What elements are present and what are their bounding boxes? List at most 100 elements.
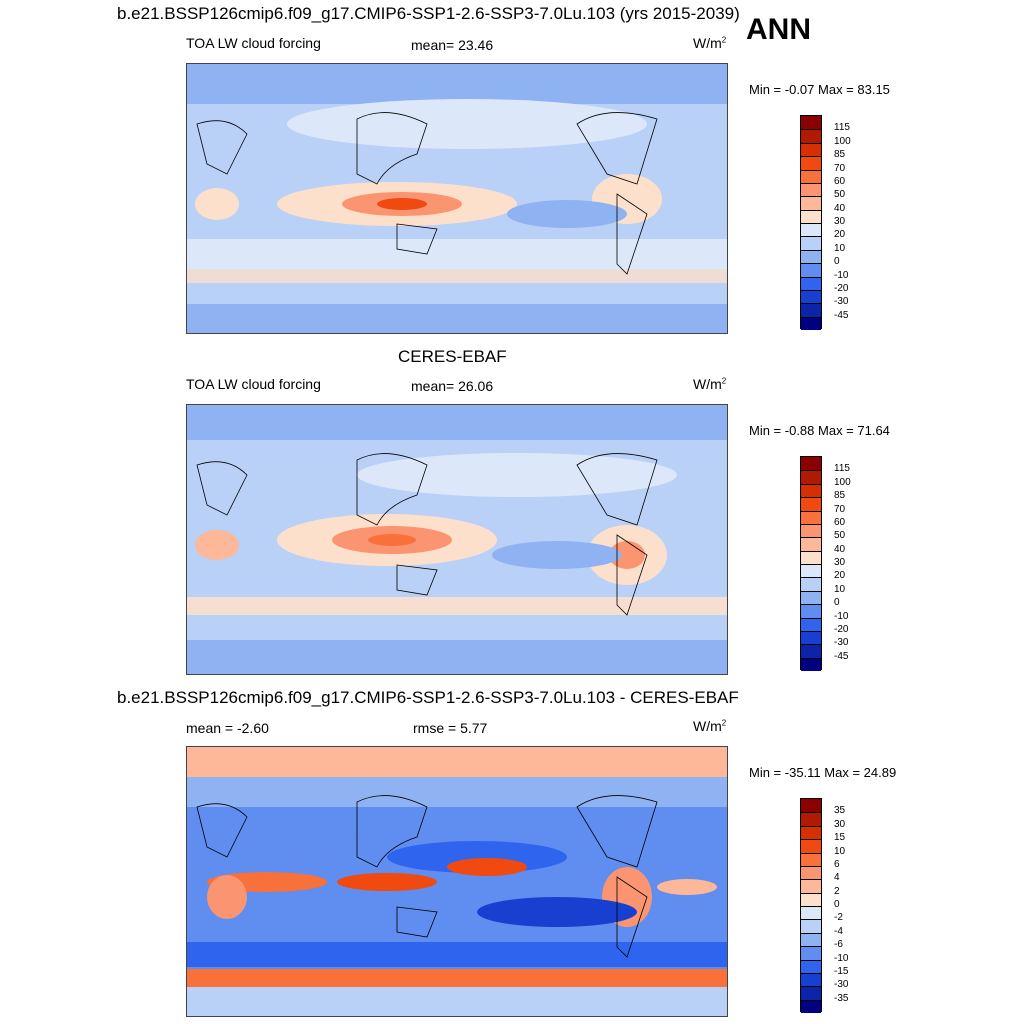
colorbar-top-tick-label: 40 [834, 202, 846, 214]
colorbar-middle-swatch [801, 644, 821, 658]
colorbar-top-swatch [801, 169, 821, 183]
colorbar-top-tick-label: 85 [834, 149, 846, 161]
colorbar-top-swatch [801, 196, 821, 210]
colorbar-middle-tick-label: -10 [834, 610, 849, 622]
colorbar-top-swatch [801, 316, 821, 330]
panel2-map [186, 404, 728, 675]
colorbar-top-swatch [801, 142, 821, 157]
colorbar-middle-tick-label: -30 [834, 637, 849, 649]
panel3-units: W/m2 [693, 718, 727, 734]
colorbar-middle-tick-label: 70 [834, 503, 846, 515]
colorbar-diff-swatch [801, 986, 821, 1000]
colorbar-diff-tick-label: 35 [834, 805, 846, 817]
colorbar-top-swatch [801, 276, 821, 290]
colorbar-diff-swatch [801, 946, 821, 960]
colorbar-top-tick-label: 100 [834, 135, 851, 147]
colorbar-top-tick-label: -30 [834, 296, 849, 308]
panel3-rmse: rmse = 5.77 [413, 720, 488, 736]
colorbar-top-tick-label: 50 [834, 189, 846, 201]
colorbar-middle-tick-label: 40 [834, 543, 846, 555]
colorbar-diff-swatch [801, 906, 821, 920]
colorbar-top-tick-label: 60 [834, 175, 846, 187]
panel1-variable: TOA LW cloud forcing [186, 35, 321, 51]
colorbar-middle-tick-label: 85 [834, 490, 846, 502]
colorbar-middle-tick-label: 10 [834, 583, 846, 595]
season-label: ANN [746, 13, 811, 46]
colorbar-middle [800, 456, 822, 671]
colorbar-top [800, 115, 822, 330]
panel1-minmax: Min = -0.07 Max = 83.15 [749, 82, 890, 97]
colorbar-top-tick-label: -45 [834, 309, 849, 321]
colorbar-top-swatch [801, 289, 821, 304]
colorbar-diff-tick-label: 4 [834, 872, 840, 884]
colorbar-middle-tick-label: 115 [834, 463, 850, 475]
colorbar-top-swatch [801, 303, 821, 317]
colorbar-diff-tick-label: -15 [834, 965, 849, 977]
colorbar-top-swatch [801, 129, 821, 143]
colorbar-top-tick-label: -10 [834, 269, 849, 281]
colorbar-middle-swatch [801, 470, 821, 484]
colorbar-diff-swatch [801, 932, 821, 947]
colorbar-middle-tick-label: 30 [834, 557, 846, 568]
panel2-units: W/m2 [693, 376, 727, 392]
colorbar-middle-swatch [801, 604, 821, 618]
panel1-mean: mean= 23.46 [411, 37, 494, 53]
colorbar-top-swatch [801, 249, 821, 264]
colorbar-middle-tick-label: 60 [834, 516, 846, 528]
colorbar-diff-swatch [801, 879, 821, 893]
colorbar-diff-tick-label: -4 [834, 925, 843, 937]
colorbar-diff-swatch [801, 919, 821, 933]
main-title: b.e21.BSSP126cmip6.f09_g17.CMIP6-SSP1-2.… [117, 4, 740, 23]
colorbar-top-tick-label: 70 [834, 162, 846, 174]
colorbar-middle-swatch [801, 564, 821, 578]
colorbar-diff-swatch [801, 999, 821, 1013]
colorbar-diff-tick-label: 15 [834, 832, 846, 844]
colorbar-middle-swatch [801, 537, 821, 551]
panel3-map [186, 746, 728, 1017]
colorbar-top-tick-label: 115 [834, 122, 850, 134]
colorbar-middle-swatch [801, 617, 821, 631]
colorbar-diff-tick-label: -6 [834, 939, 843, 951]
panel2-title: CERES-EBAF [398, 347, 507, 366]
panel2-minmax: Min = -0.88 Max = 71.64 [749, 423, 890, 438]
colorbar-middle-swatch [801, 510, 821, 524]
colorbar-middle-swatch [801, 630, 821, 645]
colorbar-top-tick-label: 0 [834, 256, 840, 268]
colorbar-middle-swatch [801, 577, 821, 591]
colorbar-middle-swatch [801, 457, 821, 471]
panel3-title: b.e21.BSSP126cmip6.f09_g17.CMIP6-SSP1-2.… [117, 688, 739, 707]
colorbar-top-swatch [801, 223, 821, 237]
colorbar-middle-swatch [801, 550, 821, 564]
colorbar-middle-swatch [801, 483, 821, 498]
colorbar-middle-tick-label: 20 [834, 570, 846, 582]
colorbar-diff-swatch [801, 892, 821, 906]
colorbar-diff-swatch [801, 839, 821, 853]
colorbar-middle-tick-label: -45 [834, 650, 849, 662]
colorbar-diff [800, 798, 822, 1013]
colorbar-diff-swatch [801, 959, 821, 973]
colorbar-middle-tick-label: -20 [834, 623, 849, 635]
colorbar-diff-tick-label: 2 [834, 885, 840, 897]
panel3-minmax: Min = -35.11 Max = 24.89 [749, 765, 897, 780]
panel2-mean: mean= 26.06 [411, 378, 494, 394]
colorbar-middle-swatch [801, 590, 821, 605]
colorbar-diff-tick-label: 30 [834, 818, 846, 830]
panel1-map [186, 63, 728, 334]
panel3-mean: mean = -2.60 [186, 720, 269, 736]
colorbar-top-swatch [801, 116, 821, 130]
colorbar-top-swatch [801, 182, 821, 197]
colorbar-diff-tick-label: -30 [834, 979, 849, 991]
colorbar-diff-swatch [801, 812, 821, 826]
colorbar-diff-swatch [801, 825, 821, 840]
colorbar-diff-swatch [801, 799, 821, 813]
colorbar-middle-tick-label: 50 [834, 530, 846, 542]
colorbar-top-swatch [801, 156, 821, 170]
colorbar-diff-tick-label: 0 [834, 899, 840, 910]
colorbar-diff-swatch [801, 852, 821, 866]
colorbar-middle-swatch [801, 523, 821, 538]
panel2-variable: TOA LW cloud forcing [186, 376, 321, 392]
colorbar-middle-swatch [801, 497, 821, 511]
colorbar-top-tick-label: 20 [834, 229, 846, 241]
colorbar-diff-tick-label: -10 [834, 952, 849, 964]
colorbar-top-swatch [801, 263, 821, 277]
